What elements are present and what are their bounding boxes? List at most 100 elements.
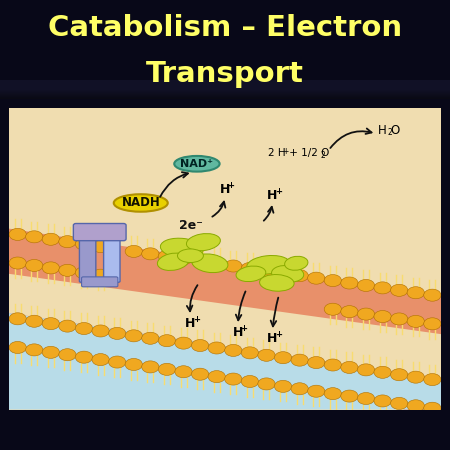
Text: 2e⁻: 2e⁻ [179, 219, 202, 232]
Circle shape [308, 272, 325, 284]
Ellipse shape [236, 266, 266, 282]
Circle shape [274, 352, 292, 364]
Text: +: + [240, 324, 248, 333]
Text: H: H [233, 326, 243, 339]
Text: H: H [185, 317, 196, 330]
Circle shape [75, 323, 93, 334]
Circle shape [125, 330, 142, 342]
Circle shape [324, 387, 342, 400]
Bar [0, 86, 450, 96]
Circle shape [158, 363, 176, 375]
Circle shape [175, 252, 192, 265]
Circle shape [158, 250, 176, 262]
Circle shape [374, 395, 391, 407]
Text: +: + [275, 187, 282, 196]
Circle shape [175, 337, 192, 349]
Ellipse shape [260, 274, 294, 291]
Text: H: H [267, 332, 278, 345]
Bar [0, 87, 450, 97]
Circle shape [42, 346, 59, 358]
Ellipse shape [285, 256, 308, 270]
Circle shape [192, 368, 209, 380]
Circle shape [424, 289, 441, 301]
Circle shape [424, 374, 441, 386]
Circle shape [26, 344, 43, 356]
Text: H: H [220, 183, 230, 196]
Text: +: + [228, 181, 234, 190]
Circle shape [9, 342, 26, 354]
Circle shape [258, 349, 275, 361]
Text: NAD⁺: NAD⁺ [180, 159, 213, 169]
Circle shape [108, 356, 126, 368]
Circle shape [125, 245, 142, 257]
Circle shape [208, 371, 225, 382]
Circle shape [59, 320, 76, 332]
Bar [0, 81, 450, 91]
Circle shape [357, 279, 375, 292]
Circle shape [374, 310, 391, 323]
Circle shape [192, 255, 209, 267]
Circle shape [258, 265, 275, 277]
Circle shape [258, 378, 275, 390]
Circle shape [341, 361, 358, 374]
Circle shape [407, 400, 424, 412]
Circle shape [274, 267, 292, 279]
Text: +: + [193, 315, 200, 324]
Circle shape [42, 233, 59, 245]
Circle shape [374, 282, 391, 294]
Circle shape [225, 260, 242, 272]
Circle shape [142, 332, 159, 344]
Polygon shape [9, 229, 441, 334]
Text: Catabolism – Electron: Catabolism – Electron [48, 14, 402, 42]
Circle shape [241, 262, 258, 274]
Circle shape [308, 356, 325, 369]
Circle shape [308, 385, 325, 397]
Bar [0, 82, 450, 92]
Circle shape [59, 236, 76, 248]
Text: NADH: NADH [122, 197, 160, 209]
Circle shape [42, 262, 59, 274]
Circle shape [274, 380, 292, 392]
Circle shape [407, 371, 424, 383]
Ellipse shape [271, 266, 304, 282]
Circle shape [142, 361, 159, 373]
Circle shape [9, 313, 26, 325]
Text: 2: 2 [321, 151, 326, 160]
Polygon shape [9, 313, 441, 410]
Ellipse shape [247, 256, 290, 274]
Circle shape [26, 315, 43, 327]
Bar [0, 88, 450, 98]
Circle shape [341, 390, 358, 402]
Circle shape [324, 274, 342, 287]
Bar [0, 84, 450, 94]
Circle shape [125, 359, 142, 370]
Circle shape [92, 354, 109, 366]
Text: 2 H: 2 H [268, 148, 286, 158]
Circle shape [291, 383, 308, 395]
Ellipse shape [160, 238, 203, 258]
Bar [0, 89, 450, 99]
Circle shape [225, 344, 242, 356]
Circle shape [9, 257, 26, 269]
Circle shape [391, 313, 408, 325]
Circle shape [92, 269, 109, 281]
Circle shape [424, 402, 441, 414]
Polygon shape [9, 313, 441, 415]
Circle shape [108, 327, 126, 339]
FancyBboxPatch shape [73, 224, 126, 241]
Circle shape [9, 228, 26, 240]
Circle shape [59, 264, 76, 276]
Text: H: H [267, 189, 278, 202]
Circle shape [391, 397, 408, 410]
Circle shape [324, 359, 342, 371]
Text: Transport: Transport [146, 60, 304, 88]
Circle shape [175, 366, 192, 378]
Circle shape [158, 335, 176, 346]
Circle shape [291, 354, 308, 366]
Circle shape [42, 318, 59, 330]
Text: O: O [390, 124, 399, 137]
Circle shape [241, 375, 258, 387]
Circle shape [407, 315, 424, 328]
Text: 2: 2 [387, 128, 392, 137]
Ellipse shape [174, 156, 220, 171]
